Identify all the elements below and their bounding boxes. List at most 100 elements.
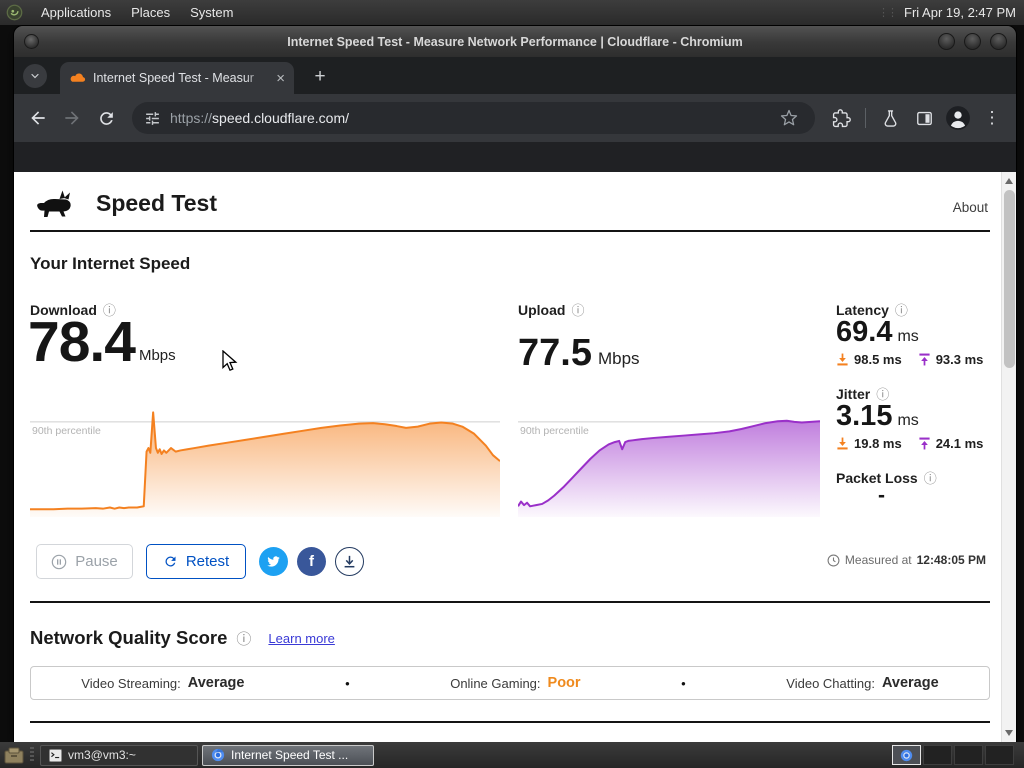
info-icon[interactable]: ⓘ — [571, 303, 585, 318]
panel-status-icon[interactable]: ⋮⋮ — [878, 7, 898, 19]
info-icon[interactable]: ⓘ — [923, 471, 937, 486]
download-results-button[interactable] — [335, 547, 364, 576]
experiments-button[interactable] — [876, 104, 904, 132]
tab-internet-speed-test[interactable]: Internet Speed Test - Measur × — [60, 62, 294, 94]
page-header: Speed Test About — [30, 186, 990, 226]
upload-chart: 90th percentile — [518, 410, 820, 517]
taskbar-item-speedtest[interactable]: Internet Speed Test ... — [202, 744, 374, 766]
maximize-button[interactable] — [964, 33, 981, 50]
scrollbar-down-arrow-icon[interactable] — [1005, 730, 1013, 736]
site-settings-icon[interactable] — [144, 110, 161, 127]
quality-score-box: Video Streaming: Average • Online Gaming… — [30, 666, 990, 700]
packet-loss-label: Packet Loss ⓘ — [836, 469, 937, 487]
info-icon[interactable]: ⓘ — [236, 630, 252, 648]
pause-button[interactable]: Pause — [36, 544, 133, 579]
menu-places[interactable]: Places — [131, 5, 171, 20]
browser-window: Internet Speed Test - Measure Network Pe… — [14, 26, 1016, 742]
close-button[interactable] — [990, 33, 1007, 50]
window-app-icon — [24, 34, 39, 49]
scrollbar-up-arrow-icon[interactable] — [1005, 178, 1013, 184]
show-desktop-icon[interactable] — [4, 747, 24, 764]
distro-menu-icon[interactable] — [6, 4, 23, 21]
info-icon[interactable]: ⓘ — [102, 303, 116, 318]
panel-clock[interactable]: Fri Apr 19, 2:47 PM — [904, 5, 1016, 20]
mouse-cursor — [222, 350, 238, 372]
new-tab-button[interactable]: + — [314, 66, 326, 87]
share-twitter-button[interactable] — [259, 547, 288, 576]
side-panel-button[interactable] — [910, 104, 938, 132]
window-titlebar[interactable]: Internet Speed Test - Measure Network Pe… — [14, 26, 1016, 57]
retest-refresh-icon — [165, 556, 176, 567]
section-divider — [30, 601, 990, 603]
workspace-1[interactable] — [892, 745, 921, 765]
scrollbar-thumb[interactable] — [1004, 190, 1015, 368]
about-link[interactable]: About — [952, 200, 988, 215]
minimize-button[interactable] — [938, 33, 955, 50]
tab-search-button[interactable] — [23, 64, 47, 88]
jitter-substats: 19.8 ms 24.1 ms — [836, 436, 983, 451]
page-scrollbar[interactable] — [1001, 172, 1016, 742]
back-button[interactable] — [24, 104, 52, 132]
header-divider — [30, 230, 990, 232]
info-icon[interactable]: ⓘ — [894, 303, 908, 318]
avatar-icon — [946, 106, 970, 130]
facebook-f-icon: f — [309, 553, 314, 570]
quality-online-gaming: Online Gaming: Poor — [450, 675, 581, 691]
cloudflare-favicon-icon — [70, 72, 86, 82]
download-arrow-icon — [837, 437, 848, 450]
quality-video-streaming: Video Streaming: Average — [81, 675, 245, 691]
puzzle-icon — [832, 108, 851, 127]
address-bar[interactable]: https://speed.cloudflare.com/ — [132, 102, 815, 134]
page-title: Speed Test — [96, 190, 217, 216]
forward-button[interactable] — [58, 104, 86, 132]
latency-substats: 98.5 ms 93.3 ms — [836, 352, 983, 367]
download-arrow-icon — [837, 353, 848, 366]
tab-close-icon[interactable]: × — [276, 69, 285, 87]
quality-video-chatting: Video Chatting: Average — [786, 675, 939, 691]
browser-menu-button[interactable]: ⋮ — [983, 108, 1001, 127]
speedtest-page: Speed Test About Your Internet Speed Dow… — [14, 172, 1016, 742]
bottom-divider — [30, 721, 990, 723]
flask-icon — [884, 109, 896, 127]
back-arrow-icon — [31, 111, 45, 125]
upload-arrow-icon — [919, 353, 930, 366]
percentile-label: 90th percentile — [520, 424, 589, 437]
extensions-button[interactable] — [827, 104, 855, 132]
network-quality-title: Network Quality Score — [30, 627, 228, 648]
taskbar-item-terminal[interactable]: vm3@vm3:~ — [40, 744, 198, 766]
share-facebook-button[interactable]: f — [297, 547, 326, 576]
reload-button[interactable] — [92, 104, 120, 132]
bookmark-star-button[interactable] — [775, 104, 803, 132]
download-result-icon — [344, 555, 355, 568]
jitter-label: Jitter ⓘ — [836, 385, 890, 403]
taskbar-handle — [30, 747, 34, 763]
toolbar-divider — [865, 108, 866, 128]
side-panel-icon — [916, 111, 932, 125]
upload-value: 77.5 Mbps — [518, 332, 640, 374]
reload-icon — [99, 111, 113, 125]
chromium-icon — [211, 748, 225, 762]
desktop-taskbar: vm3@vm3:~ Internet Speed Test ... — [0, 742, 1024, 768]
network-quality-header: Network Quality Score ⓘ Learn more — [30, 627, 335, 649]
browser-toolbar: https://speed.cloudflare.com/ ⋮ — [14, 94, 1016, 142]
window-chrome-gap — [14, 142, 1016, 172]
workspace-2[interactable] — [923, 745, 952, 765]
bullet-separator: • — [345, 675, 350, 691]
latency-label: Latency ⓘ — [836, 301, 908, 319]
learn-more-link[interactable]: Learn more — [268, 630, 335, 646]
workspace-4[interactable] — [985, 745, 1014, 765]
bullet-separator: • — [681, 675, 686, 691]
info-icon[interactable]: ⓘ — [876, 387, 890, 402]
menu-applications[interactable]: Applications — [41, 5, 112, 20]
terminal-icon — [49, 748, 62, 762]
workspace-3[interactable] — [954, 745, 983, 765]
menu-system[interactable]: System — [190, 5, 234, 20]
chromium-icon — [900, 749, 913, 761]
retest-button[interactable]: Retest — [146, 544, 246, 579]
profile-button[interactable] — [944, 104, 972, 132]
url-text[interactable]: https://speed.cloudflare.com/ — [170, 110, 349, 126]
forward-arrow-icon — [65, 111, 79, 125]
tab-title-fade — [244, 71, 271, 85]
workspace-switcher — [892, 745, 1014, 765]
